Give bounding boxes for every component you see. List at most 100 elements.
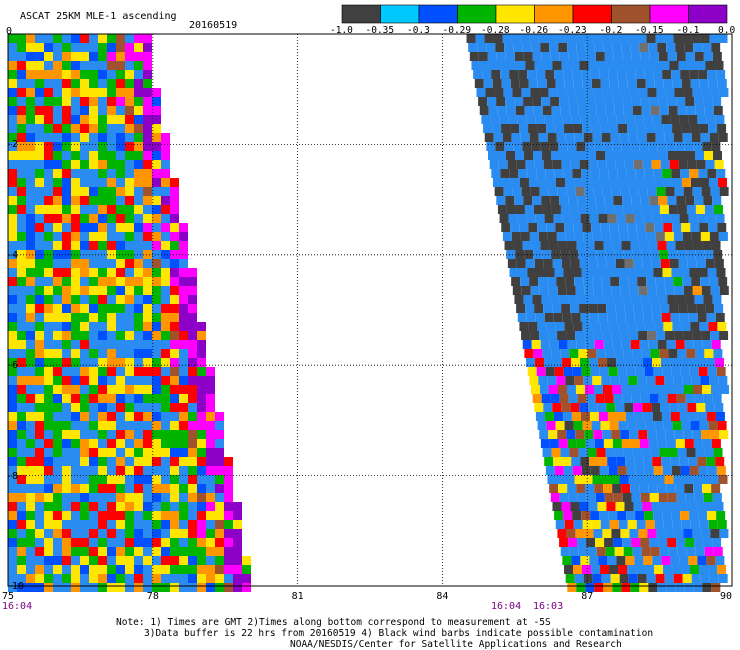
swath-cell (653, 466, 663, 475)
swath-cell (71, 133, 80, 142)
swath-cell (717, 79, 727, 88)
swath-cell (653, 169, 663, 178)
swath-cell (242, 574, 251, 583)
swath-cell (593, 88, 603, 97)
swath-cell (564, 421, 574, 430)
swath-cell (635, 70, 645, 79)
swath-cell (537, 124, 547, 133)
swath-cell (525, 259, 535, 268)
swath-cell (664, 277, 674, 286)
swath-cell (125, 367, 134, 376)
swath-cell (125, 151, 134, 160)
swath-cell (515, 250, 525, 259)
swath-cell (611, 187, 621, 196)
swath-cell (573, 565, 583, 574)
swath-cell (501, 124, 511, 133)
swath-cell (637, 133, 647, 142)
swath-cell (107, 484, 116, 493)
swath-cell (143, 358, 152, 367)
swath-cell (62, 349, 71, 358)
swath-cell (44, 412, 53, 421)
swath-cell (62, 97, 71, 106)
swath-cell (559, 538, 569, 547)
swath-cell (707, 169, 717, 178)
swath-cell (152, 250, 161, 259)
swath-cell (8, 241, 17, 250)
swath-cell (53, 259, 62, 268)
swath-cell (152, 457, 161, 466)
swath-cell (89, 322, 98, 331)
swath-cell (71, 322, 80, 331)
swath-cell (35, 574, 44, 583)
swath-cell (44, 313, 53, 322)
swath-cell (53, 358, 62, 367)
swath-cell (625, 313, 635, 322)
swath-cell (653, 268, 663, 277)
swath-cell (152, 448, 161, 457)
swath-cell (674, 385, 684, 394)
swath-cell (89, 70, 98, 79)
swath-cell (688, 214, 698, 223)
y-tick-label: -6 (6, 360, 19, 372)
swath-cell (35, 61, 44, 70)
swath-cell (143, 133, 152, 142)
swath-cell (590, 70, 600, 79)
swath-cell (548, 286, 558, 295)
swath-cell (483, 79, 493, 88)
swath-cell (537, 421, 547, 430)
swath-cell (98, 547, 107, 556)
swath-cell (152, 142, 161, 151)
swath-cell (612, 142, 622, 151)
swath-cell (143, 268, 152, 277)
swath-cell (53, 574, 62, 583)
swath-cell (617, 268, 627, 277)
swath-cell (98, 376, 107, 385)
swath-cell (597, 502, 607, 511)
swath-cell (170, 475, 179, 484)
swath-cell (17, 295, 26, 304)
swath-cell (17, 448, 26, 457)
swath-cell (26, 259, 35, 268)
swath-cell (560, 205, 570, 214)
swath-cell (134, 106, 143, 115)
swath-cell (62, 475, 71, 484)
swath-cell (89, 565, 98, 574)
swath-cell (615, 304, 625, 313)
swath-cell (599, 268, 609, 277)
swath-cell (98, 178, 107, 187)
swath-cell (529, 376, 539, 385)
swath-cell (98, 574, 107, 583)
swath-cell (170, 205, 179, 214)
swath-cell (716, 367, 726, 376)
swath-cell (623, 106, 633, 115)
swath-cell (644, 466, 654, 475)
swath-cell (62, 106, 71, 115)
swath-cell (35, 286, 44, 295)
swath-cell (161, 565, 170, 574)
swath-cell (152, 430, 161, 439)
swath-cell (664, 574, 674, 583)
swath-cell (511, 277, 521, 286)
swath-cell (703, 196, 713, 205)
swath-cell (592, 232, 602, 241)
swath-cell (116, 493, 125, 502)
swath-cell (53, 79, 62, 88)
swath-cell (89, 511, 98, 520)
swath-cell (660, 403, 670, 412)
swath-cell (107, 412, 116, 421)
swath-cell (17, 358, 26, 367)
swath-cell (53, 142, 62, 151)
swath-cell (89, 556, 98, 565)
swath-cell (551, 151, 561, 160)
swath-cell (17, 565, 26, 574)
swath-cell (224, 484, 233, 493)
swath-cell (107, 241, 116, 250)
swath-cell (71, 205, 80, 214)
swath-cell (631, 493, 641, 502)
swath-cell (593, 286, 603, 295)
swath-cell (80, 178, 89, 187)
swath-cell (116, 205, 125, 214)
swath-cell (161, 439, 170, 448)
swath-cell (581, 511, 591, 520)
swath-cell (609, 322, 619, 331)
